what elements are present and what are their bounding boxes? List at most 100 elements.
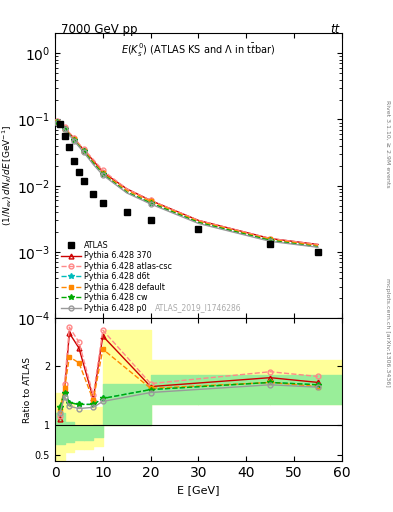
Pythia 6.428 d6t bbox=[125, 189, 129, 195]
Pythia 6.428 default bbox=[77, 142, 81, 148]
Pythia 6.428 cw bbox=[55, 119, 60, 125]
Pythia 6.428 p0 bbox=[196, 220, 201, 226]
Pythia 6.428 370 bbox=[62, 125, 67, 131]
Pythia 6.428 default bbox=[72, 136, 77, 142]
Pythia 6.428 cw bbox=[77, 143, 81, 149]
ATLAS bbox=[57, 121, 62, 127]
Pythia 6.428 d6t bbox=[316, 244, 320, 250]
ATLAS bbox=[101, 200, 105, 206]
Pythia 6.428 d6t bbox=[57, 120, 62, 126]
Pythia 6.428 atlas-csc bbox=[148, 198, 153, 204]
Y-axis label: Ratio to ATLAS: Ratio to ATLAS bbox=[23, 356, 32, 422]
Line: Pythia 6.428 370: Pythia 6.428 370 bbox=[55, 119, 320, 247]
Pythia 6.428 cw bbox=[196, 219, 201, 225]
Pythia 6.428 cw bbox=[72, 137, 77, 143]
Line: Pythia 6.428 d6t: Pythia 6.428 d6t bbox=[55, 119, 321, 249]
Pythia 6.428 p0 bbox=[55, 119, 60, 125]
Pythia 6.428 atlas-csc bbox=[72, 135, 77, 141]
ATLAS bbox=[268, 241, 273, 247]
Pythia 6.428 default bbox=[67, 131, 72, 137]
Pythia 6.428 atlas-csc bbox=[101, 167, 105, 174]
Pythia 6.428 370 bbox=[57, 119, 62, 125]
Pythia 6.428 370 bbox=[81, 146, 86, 153]
Pythia 6.428 370 bbox=[125, 186, 129, 192]
Pythia 6.428 cw bbox=[91, 160, 95, 166]
Legend: ATLAS, Pythia 6.428 370, Pythia 6.428 atlas-csc, Pythia 6.428 d6t, Pythia 6.428 : ATLAS, Pythia 6.428 370, Pythia 6.428 at… bbox=[59, 239, 174, 314]
Pythia 6.428 default bbox=[101, 170, 105, 176]
Pythia 6.428 370 bbox=[91, 158, 95, 164]
Pythia 6.428 p0 bbox=[62, 126, 67, 133]
Pythia 6.428 370 bbox=[196, 217, 201, 223]
Pythia 6.428 p0 bbox=[91, 161, 95, 167]
X-axis label: E [GeV]: E [GeV] bbox=[177, 485, 220, 495]
Pythia 6.428 atlas-csc bbox=[67, 130, 72, 136]
ATLAS bbox=[91, 191, 95, 197]
Pythia 6.428 default bbox=[81, 147, 86, 154]
ATLAS bbox=[62, 133, 67, 139]
Pythia 6.428 d6t bbox=[77, 143, 81, 149]
Line: Pythia 6.428 cw: Pythia 6.428 cw bbox=[55, 119, 321, 249]
Pythia 6.428 d6t bbox=[67, 132, 72, 138]
Pythia 6.428 default bbox=[268, 237, 273, 243]
Pythia 6.428 cw bbox=[268, 237, 273, 243]
Line: Pythia 6.428 p0: Pythia 6.428 p0 bbox=[55, 120, 320, 250]
Pythia 6.428 p0 bbox=[101, 172, 105, 178]
Pythia 6.428 370 bbox=[316, 241, 320, 247]
Text: 7000 GeV pp: 7000 GeV pp bbox=[61, 23, 138, 36]
Pythia 6.428 d6t bbox=[81, 148, 86, 155]
Pythia 6.428 default bbox=[91, 159, 95, 165]
Pythia 6.428 p0 bbox=[67, 132, 72, 138]
Pythia 6.428 atlas-csc bbox=[81, 146, 86, 152]
Pythia 6.428 d6t bbox=[55, 119, 60, 125]
Pythia 6.428 atlas-csc bbox=[268, 236, 273, 242]
Pythia 6.428 370 bbox=[55, 118, 60, 124]
Text: Rivet 3.1.10, ≥ 2.9M events: Rivet 3.1.10, ≥ 2.9M events bbox=[385, 99, 390, 187]
Text: ATLAS_2019_I1746286: ATLAS_2019_I1746286 bbox=[155, 304, 242, 313]
Pythia 6.428 d6t bbox=[101, 171, 105, 177]
Pythia 6.428 cw bbox=[81, 148, 86, 155]
ATLAS bbox=[148, 217, 153, 223]
Pythia 6.428 p0 bbox=[77, 143, 81, 150]
Pythia 6.428 p0 bbox=[81, 149, 86, 155]
Pythia 6.428 atlas-csc bbox=[55, 118, 60, 124]
Pythia 6.428 atlas-csc bbox=[125, 186, 129, 192]
Pythia 6.428 d6t bbox=[268, 237, 273, 243]
Text: tt: tt bbox=[331, 23, 340, 36]
Pythia 6.428 cw bbox=[125, 189, 129, 195]
Pythia 6.428 default bbox=[316, 243, 320, 249]
Pythia 6.428 p0 bbox=[125, 190, 129, 196]
Pythia 6.428 p0 bbox=[72, 138, 77, 144]
Pythia 6.428 atlas-csc bbox=[196, 217, 201, 223]
Pythia 6.428 370 bbox=[77, 141, 81, 147]
Pythia 6.428 cw bbox=[62, 126, 67, 132]
Pythia 6.428 default bbox=[125, 187, 129, 194]
Pythia 6.428 370 bbox=[72, 135, 77, 141]
Pythia 6.428 d6t bbox=[91, 160, 95, 166]
Pythia 6.428 atlas-csc bbox=[316, 241, 320, 247]
Text: mcplots.cern.ch [arXiv:1306.3436]: mcplots.cern.ch [arXiv:1306.3436] bbox=[385, 279, 390, 387]
Pythia 6.428 d6t bbox=[196, 219, 201, 225]
Pythia 6.428 p0 bbox=[268, 238, 273, 244]
Pythia 6.428 atlas-csc bbox=[57, 118, 62, 124]
Pythia 6.428 atlas-csc bbox=[77, 141, 81, 147]
Pythia 6.428 d6t bbox=[148, 200, 153, 206]
Pythia 6.428 cw bbox=[57, 120, 62, 126]
ATLAS bbox=[81, 178, 86, 184]
Pythia 6.428 370 bbox=[148, 198, 153, 204]
Pythia 6.428 default bbox=[62, 125, 67, 132]
Pythia 6.428 default bbox=[55, 119, 60, 125]
ATLAS bbox=[77, 169, 81, 175]
Line: Pythia 6.428 default: Pythia 6.428 default bbox=[55, 120, 320, 248]
Pythia 6.428 default bbox=[148, 198, 153, 204]
Line: Pythia 6.428 atlas-csc: Pythia 6.428 atlas-csc bbox=[55, 118, 320, 247]
Pythia 6.428 cw bbox=[148, 200, 153, 206]
Pythia 6.428 370 bbox=[101, 169, 105, 175]
ATLAS bbox=[196, 226, 201, 232]
Pythia 6.428 cw bbox=[101, 171, 105, 177]
ATLAS bbox=[316, 249, 320, 255]
Text: $E(K_s^0)$ (ATLAS KS and $\Lambda$ in t$\bar{t}$bar): $E(K_s^0)$ (ATLAS KS and $\Lambda$ in t$… bbox=[121, 42, 275, 59]
Pythia 6.428 d6t bbox=[72, 137, 77, 143]
Line: ATLAS: ATLAS bbox=[56, 121, 321, 255]
ATLAS bbox=[125, 209, 129, 215]
Pythia 6.428 370 bbox=[67, 130, 72, 136]
